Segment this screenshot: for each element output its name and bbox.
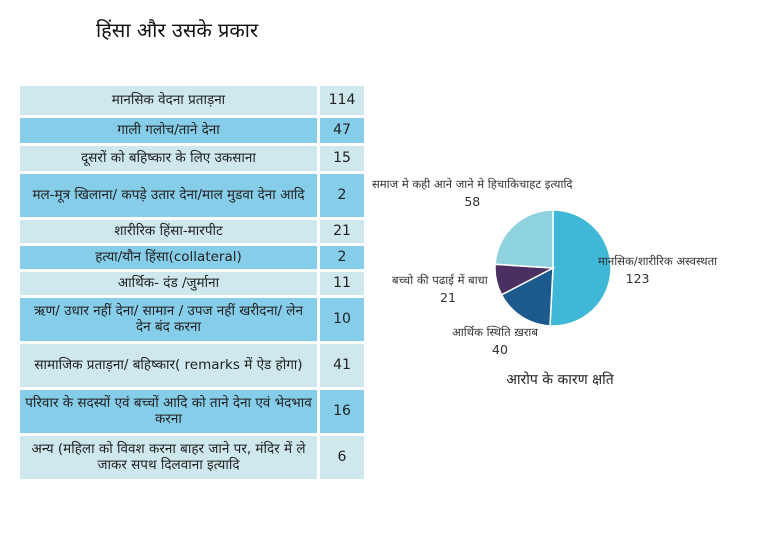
row-value: 2 bbox=[317, 244, 364, 272]
table-row: हत्या/यौन हिंसा(collateral) 2 bbox=[20, 244, 364, 272]
pie-slice bbox=[549, 209, 612, 327]
row-value: 16 bbox=[317, 388, 364, 436]
row-value: 11 bbox=[317, 270, 364, 298]
pie-label-education: बच्चो की पढाई में बाधा 21 bbox=[392, 272, 488, 306]
pie-slice bbox=[494, 209, 554, 269]
pie-label-value: 58 bbox=[464, 194, 481, 209]
row-label: शारीरिक हिंसा-मारपीट bbox=[20, 218, 319, 246]
row-label: ऋण/ उधार नहीं देना/ सामान / उपज नहीं खरी… bbox=[20, 296, 319, 344]
row-label: मानसिक वेदना प्रताड़ना bbox=[20, 86, 319, 118]
table-row: आर्थिक- दंड /जुर्माना 11 bbox=[20, 270, 364, 298]
table-row: परिवार के सदस्यों एवं बच्चों आदि को ताने… bbox=[20, 388, 364, 436]
row-label: गाली गलोच/ताने देना bbox=[20, 116, 319, 146]
row-value: 15 bbox=[317, 144, 364, 174]
row-value: 6 bbox=[317, 434, 364, 482]
pie-label-economy: आर्थिक स्थिति ख़राब 40 bbox=[452, 324, 538, 358]
row-label: हत्या/यौन हिंसा(collateral) bbox=[20, 244, 319, 272]
row-value: 114 bbox=[317, 86, 364, 118]
pie-label-value: 40 bbox=[492, 342, 508, 357]
pie-slice bbox=[500, 266, 554, 327]
table-row: शारीरिक हिंसा-मारपीट 21 bbox=[20, 218, 364, 246]
violence-types-table: मानसिक वेदना प्रताड़ना 114 गाली गलोच/ताने … bbox=[20, 86, 364, 482]
row-value: 41 bbox=[317, 342, 364, 390]
pie-label-text: आर्थिक स्थिति ख़राब bbox=[452, 325, 538, 339]
table-row: ऋण/ उधार नहीं देना/ सामान / उपज नहीं खरी… bbox=[20, 296, 364, 344]
row-value: 2 bbox=[317, 172, 364, 220]
row-value: 10 bbox=[317, 296, 364, 344]
pie-label-value: 123 bbox=[625, 271, 650, 286]
pie-label-text: समाज मे कही आने जाने मे हिचाकिचाहट इत्या… bbox=[372, 177, 573, 191]
pie-label-health: मानसिक/शारीरिक अस्वस्थता 123 bbox=[598, 253, 717, 287]
table-row: दूसरों को बहिष्कार के लिए उकसाना 15 bbox=[20, 144, 364, 174]
chart-title: आरोप के कारण क्षति bbox=[506, 372, 614, 388]
row-label: परिवार के सदस्यों एवं बच्चों आदि को ताने… bbox=[20, 388, 319, 436]
page-title: हिंसा और उसके प्रकार bbox=[96, 18, 259, 42]
pie-label-society: समाज मे कही आने जाने मे हिचाकिचाहट इत्या… bbox=[372, 176, 573, 210]
pie-label-value: 21 bbox=[440, 290, 456, 305]
row-value: 47 bbox=[317, 116, 364, 146]
pie-label-text: मानसिक/शारीरिक अस्वस्थता bbox=[598, 254, 718, 268]
row-label: मल-मूत्र खिलाना/ कपड़े उतार देना/माल मुड… bbox=[20, 172, 319, 220]
row-label: सामाजिक प्रताड़ना/ बहिष्कार( remarks में… bbox=[20, 342, 319, 390]
pie-label-text: बच्चो की पढाई में बाधा bbox=[392, 273, 488, 287]
table-row: सामाजिक प्रताड़ना/ बहिष्कार( remarks में… bbox=[20, 342, 364, 390]
row-label: दूसरों को बहिष्कार के लिए उकसाना bbox=[20, 144, 319, 174]
table-row: गाली गलोच/ताने देना 47 bbox=[20, 116, 364, 146]
table-row: मानसिक वेदना प्रताड़ना 114 bbox=[20, 86, 364, 118]
table-row: अन्य (महिला को विवश करना बाहर जाने पर, म… bbox=[20, 434, 364, 482]
row-label: आर्थिक- दंड /जुर्माना bbox=[20, 270, 319, 298]
row-value: 21 bbox=[317, 218, 364, 246]
row-label: अन्य (महिला को विवश करना बाहर जाने पर, म… bbox=[20, 434, 319, 482]
table-row: मल-मूत्र खिलाना/ कपड़े उतार देना/माल मुड… bbox=[20, 172, 364, 220]
